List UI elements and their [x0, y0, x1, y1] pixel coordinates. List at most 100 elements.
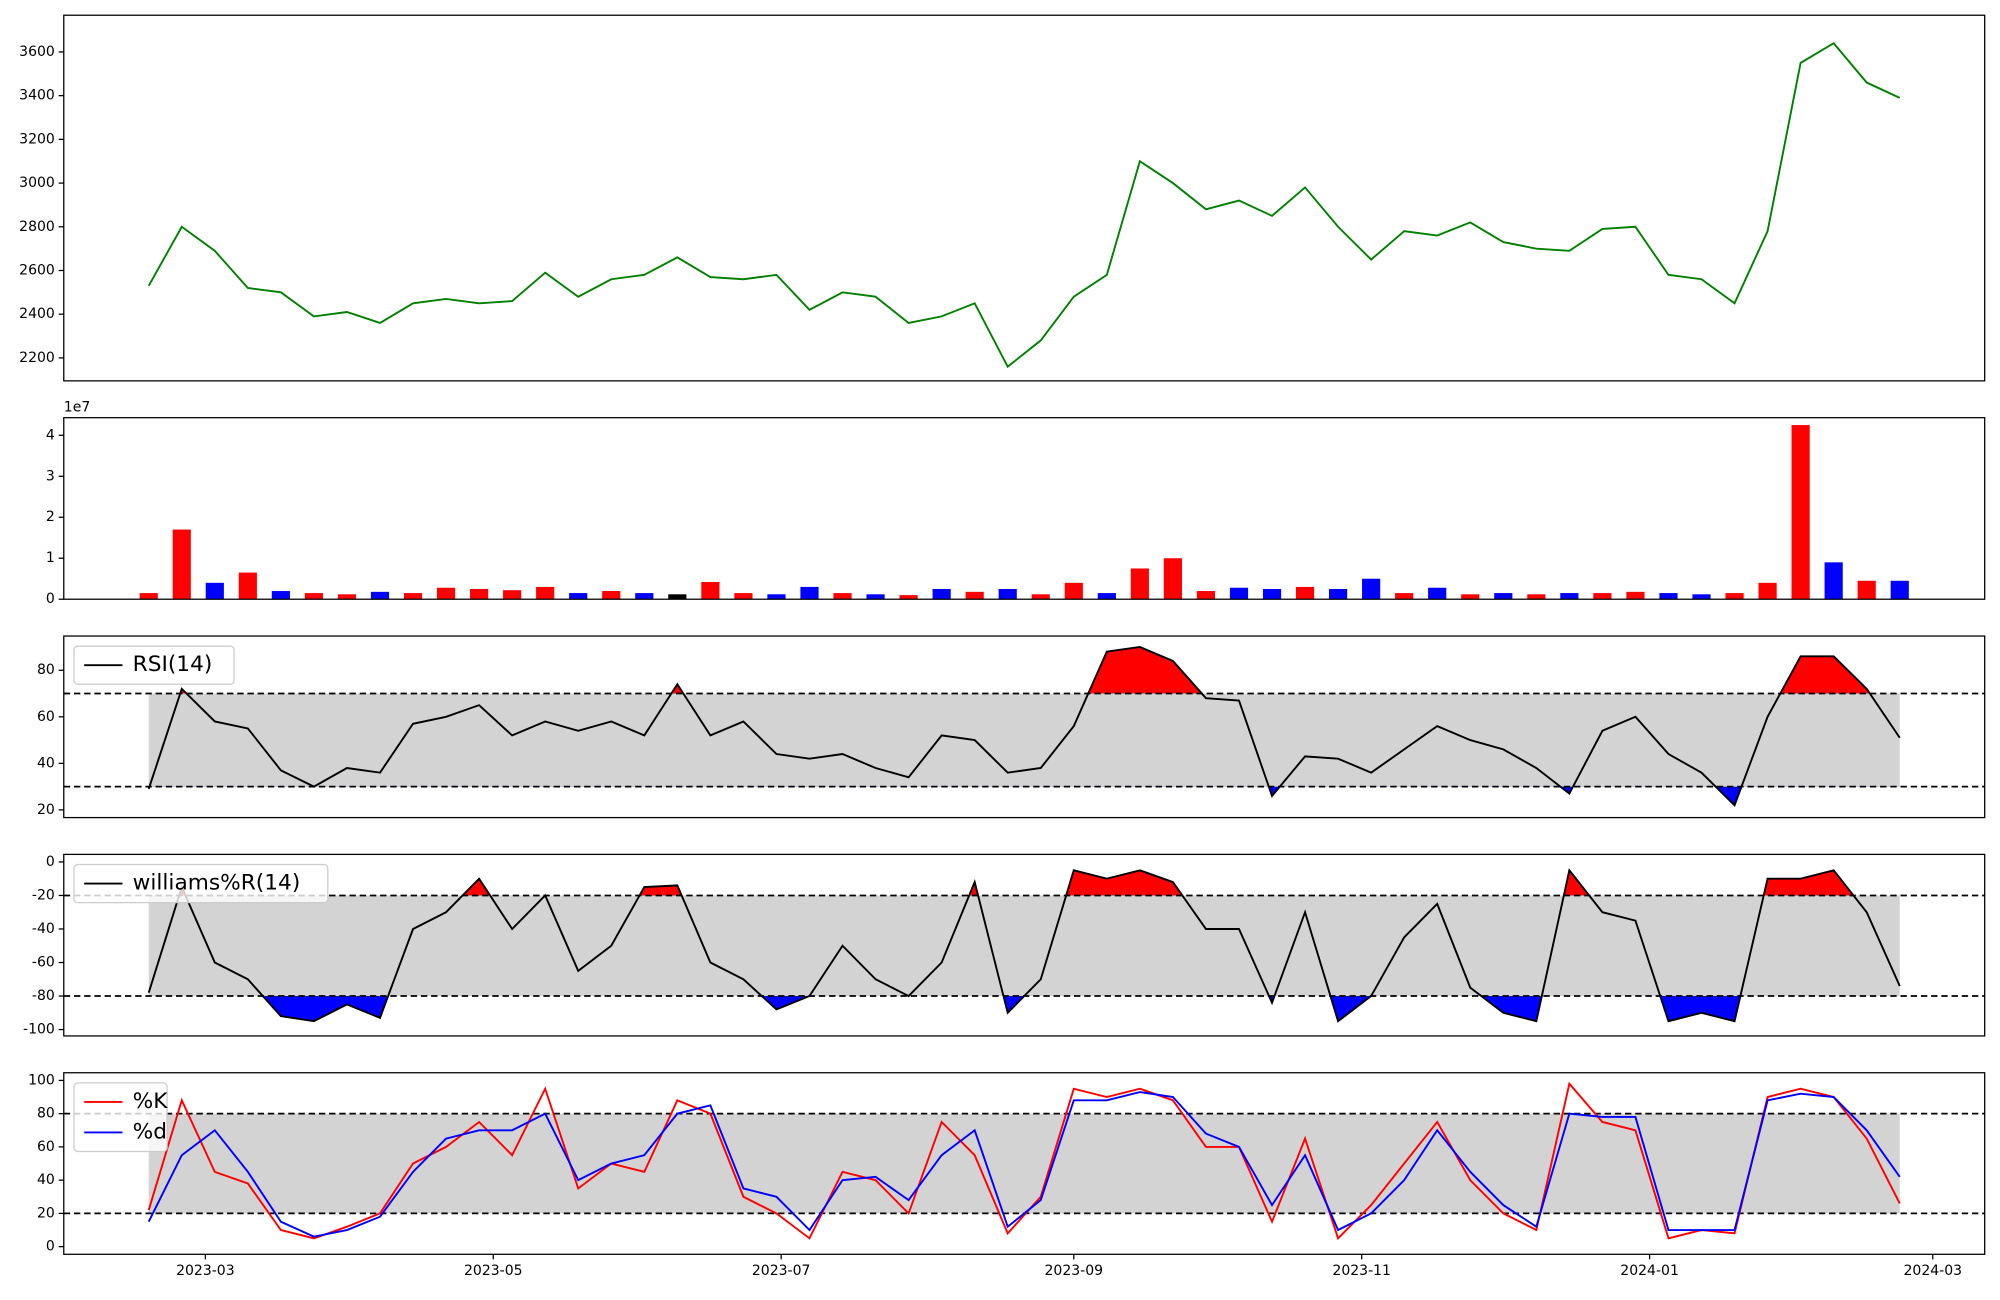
legend-box	[73, 645, 235, 685]
volume-bar	[436, 587, 456, 600]
volume-bar	[1494, 593, 1513, 600]
volume-bar	[1461, 594, 1480, 600]
y-tick-label: 0	[46, 1239, 55, 1255]
y-tick-label: 2200	[19, 350, 55, 366]
volume-bar	[271, 591, 290, 600]
y-tick-label: 2600	[19, 263, 55, 279]
extreme-fill	[148, 786, 1900, 806]
volume-bar	[1097, 593, 1116, 600]
legend-label: williams%R(14)	[133, 871, 301, 896]
y-tick-label: -80	[32, 988, 55, 1004]
volume-bar	[1130, 568, 1149, 600]
volume-bar	[1163, 558, 1182, 600]
legend-label: RSI(14)	[133, 652, 213, 677]
y-tick-label: 1	[46, 550, 55, 566]
plot-frame	[63, 853, 1986, 1037]
volume-bar	[1692, 594, 1711, 600]
volume-bar	[767, 594, 786, 600]
y-tick-label: 80	[37, 1106, 55, 1122]
series-line	[147, 1081, 1901, 1241]
volume-bar	[1857, 580, 1876, 600]
volume-bar	[1791, 425, 1810, 600]
panel: -100 -80 -60 -40 -20 0 williams%R(14)	[23, 853, 1986, 1038]
plot-frame	[63, 417, 1986, 600]
x-tick-label: 2023-11	[1332, 1263, 1391, 1279]
panel: 2200 2400 2600 2800 3000 3200 3400 3600	[19, 14, 1986, 382]
volume-bar	[337, 594, 357, 600]
volume-bar	[734, 593, 753, 600]
series-line	[147, 868, 1901, 1023]
volume-bar	[1064, 582, 1083, 600]
volume-bar	[866, 594, 885, 600]
volume-bar	[998, 588, 1017, 600]
plot-frame	[63, 635, 1986, 819]
volume-bar	[1758, 582, 1777, 600]
volume-bar	[965, 591, 984, 600]
y-tick-label: 40	[37, 1172, 55, 1188]
y-tick-label: -20	[32, 887, 55, 903]
volume-bar	[1725, 593, 1744, 600]
volume-bar	[403, 593, 423, 600]
y-tick-label: 3000	[19, 175, 55, 191]
volume-bar	[238, 572, 257, 600]
y-tick-label: 40	[37, 755, 55, 771]
volume-bar	[602, 591, 621, 600]
volume-bar	[668, 594, 687, 600]
threshold-band	[148, 693, 1900, 787]
y-tick-label: 0	[46, 854, 55, 870]
volume-bar	[1626, 591, 1645, 600]
y-tick-label: 3400	[19, 88, 55, 104]
x-tick-label: 2023-09	[1045, 1263, 1104, 1279]
y-tick-label: 80	[37, 662, 55, 678]
series-line	[147, 645, 1901, 807]
volume-bar	[1659, 593, 1678, 600]
y-tick-label: 3	[46, 468, 55, 484]
legend-label: %K	[133, 1089, 169, 1114]
volume-bar	[304, 593, 324, 600]
x-tick-label: 2024-01	[1620, 1263, 1679, 1279]
y-tick-label: 60	[37, 1139, 55, 1155]
volume-bar	[833, 593, 852, 600]
volume-bar	[1428, 587, 1447, 600]
y-tick-label: 0	[46, 591, 55, 607]
series-line	[147, 1091, 1901, 1238]
panel: 0 1 2 3 4 1e7	[46, 400, 1986, 607]
volume-bar	[1890, 580, 1909, 600]
y-tick-label: 2400	[19, 306, 55, 322]
volume-bar	[635, 593, 654, 600]
volume-bar	[536, 586, 555, 600]
legend-box	[73, 863, 329, 904]
threshold-band	[148, 1113, 1900, 1214]
volume-bar	[932, 588, 951, 600]
y-tick-label: -60	[32, 955, 55, 971]
volume-bar	[1824, 562, 1843, 600]
x-tick-label: 2023-03	[176, 1263, 235, 1279]
volume-bar	[1196, 591, 1216, 600]
volume-bar	[139, 593, 158, 600]
y-tick-label: 60	[37, 709, 55, 725]
y-tick-label: 3600	[19, 44, 55, 60]
y-tick-label: 2800	[19, 219, 55, 235]
volume-bar	[1560, 593, 1579, 600]
y-tick-label: -100	[23, 1022, 55, 1038]
volume-bar	[503, 590, 522, 600]
plot-frame	[63, 14, 1986, 382]
volume-bar	[172, 529, 191, 600]
volume-bar	[1362, 578, 1381, 600]
volume-bar	[1527, 594, 1546, 600]
y-tick-label: 20	[37, 1205, 55, 1221]
x-tick-label: 2023-05	[464, 1263, 523, 1279]
volume-bar	[370, 591, 390, 600]
threshold-band	[148, 895, 1900, 997]
y-tick-label: 4	[46, 427, 55, 443]
volume-bar	[1031, 594, 1050, 600]
y-tick-label: 3200	[19, 131, 55, 147]
volume-bar	[800, 586, 819, 600]
y-tick-label: 100	[28, 1072, 55, 1088]
panel: 0 20 40 60 80 100 2023-03 2023-05 2023-07 2023-09…	[28, 1072, 1986, 1279]
volume-bar	[1395, 593, 1414, 600]
panel: 20 40 60 80 RSI(14)	[37, 635, 1986, 819]
volume-bar	[1229, 587, 1249, 600]
volume-bar	[205, 582, 224, 600]
